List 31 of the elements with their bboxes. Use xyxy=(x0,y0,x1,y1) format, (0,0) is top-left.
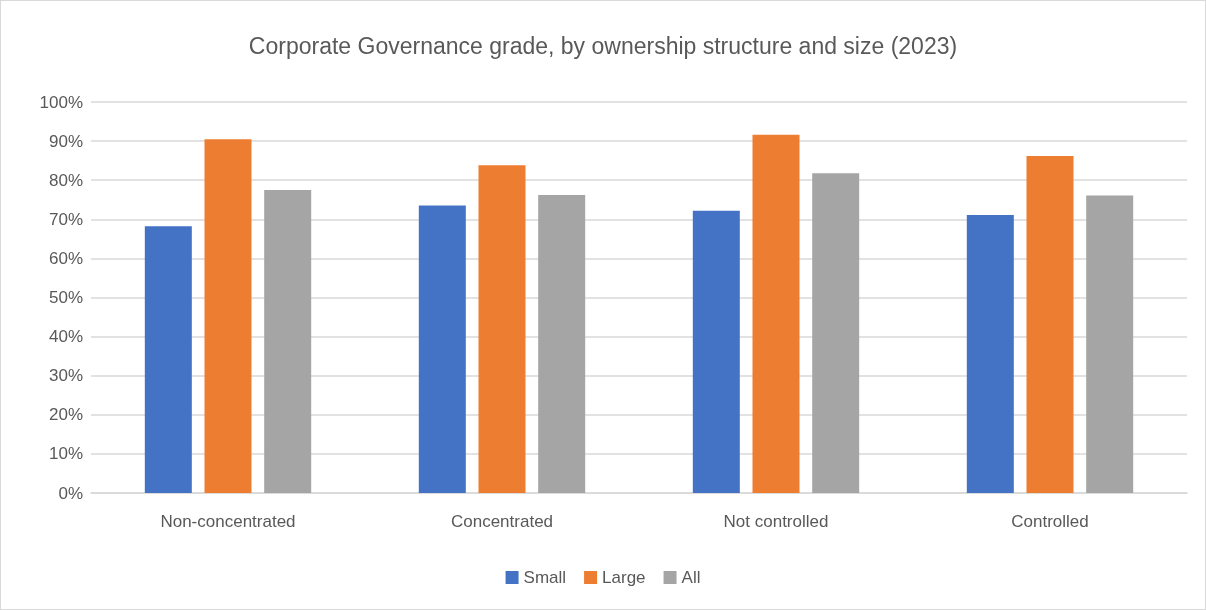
y-tick-label: 70% xyxy=(48,209,83,229)
x-tick-label: Non-concentrated xyxy=(160,512,296,531)
bar xyxy=(812,173,860,493)
y-tick-label: 60% xyxy=(48,248,83,268)
y-tick-label: 30% xyxy=(48,366,83,386)
bar xyxy=(752,134,800,493)
bar xyxy=(204,139,252,493)
y-tick-label: 80% xyxy=(48,170,83,190)
x-tick-label: Concentrated xyxy=(450,512,554,531)
chart-title: Corporate Governance grade, by ownership structure and size (2023) xyxy=(248,32,958,59)
y-tick-label: 20% xyxy=(48,405,83,425)
bar xyxy=(144,226,192,493)
y-tick-label: 100% xyxy=(39,92,83,112)
legend-label: All xyxy=(681,568,701,587)
bar xyxy=(1086,195,1134,493)
legend-label: Large xyxy=(602,568,646,587)
bar xyxy=(478,165,526,493)
y-tick-label: 0% xyxy=(58,483,83,503)
bar xyxy=(264,189,312,493)
y-tick-label: 50% xyxy=(48,288,83,307)
bar xyxy=(1026,155,1074,493)
x-tick-label: Not controlled xyxy=(723,512,829,531)
y-tick-label: 10% xyxy=(48,444,83,464)
bar xyxy=(692,210,740,493)
legend-label: Small xyxy=(523,568,567,587)
x-tick-label: Controlled xyxy=(1011,512,1089,531)
bar xyxy=(538,195,586,493)
bar xyxy=(966,215,1014,493)
bar xyxy=(418,205,466,493)
y-tick-label: 90% xyxy=(48,131,83,151)
y-tick-label: 40% xyxy=(48,327,83,347)
